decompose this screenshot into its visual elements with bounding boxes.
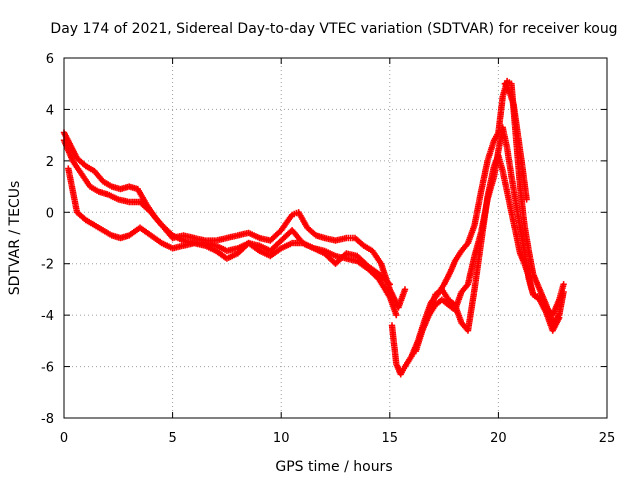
y-tick-label: -6 — [41, 361, 54, 376]
data-point — [386, 281, 393, 288]
series-track-a — [60, 129, 409, 311]
x-tick-label: 25 — [599, 431, 616, 446]
y-tick-label: 6 — [46, 52, 54, 67]
plot-frame — [63, 57, 608, 419]
x-tick-label: 5 — [168, 431, 176, 446]
x-tick-label: 15 — [382, 431, 399, 446]
chart-title: Day 174 of 2021, Sidereal Day-to-day VTE… — [50, 21, 617, 37]
series-track-g — [501, 80, 530, 203]
series-track-c — [65, 165, 393, 288]
x-tick-label: 10 — [273, 431, 290, 446]
series-track-b — [60, 137, 400, 319]
y-tick-label: -2 — [41, 258, 54, 273]
data-point — [523, 196, 530, 203]
series-track-d — [388, 77, 567, 378]
y-tick-label: 0 — [46, 206, 54, 221]
data-point — [393, 311, 400, 319]
data-points — [60, 77, 567, 378]
y-tick-label: 4 — [46, 103, 54, 118]
y-tick-label: -4 — [41, 309, 54, 324]
x-tick-label: 20 — [490, 431, 507, 446]
data-point — [401, 286, 409, 293]
series-track-f — [425, 152, 567, 334]
y-tick-labels: -8 -6 -4 -2 0 2 4 6 — [41, 52, 54, 427]
y-tick-label: -8 — [41, 412, 54, 427]
data-point — [560, 281, 567, 288]
x-tick-labels: 0 5 10 15 20 25 — [60, 431, 615, 446]
y-tick-label: 2 — [46, 155, 54, 170]
x-tick-label: 0 — [60, 431, 68, 446]
data-point — [556, 314, 563, 321]
y-axis-label: SDTVAR / TECUs — [7, 181, 23, 296]
x-axis-label: GPS time / hours — [275, 459, 392, 475]
